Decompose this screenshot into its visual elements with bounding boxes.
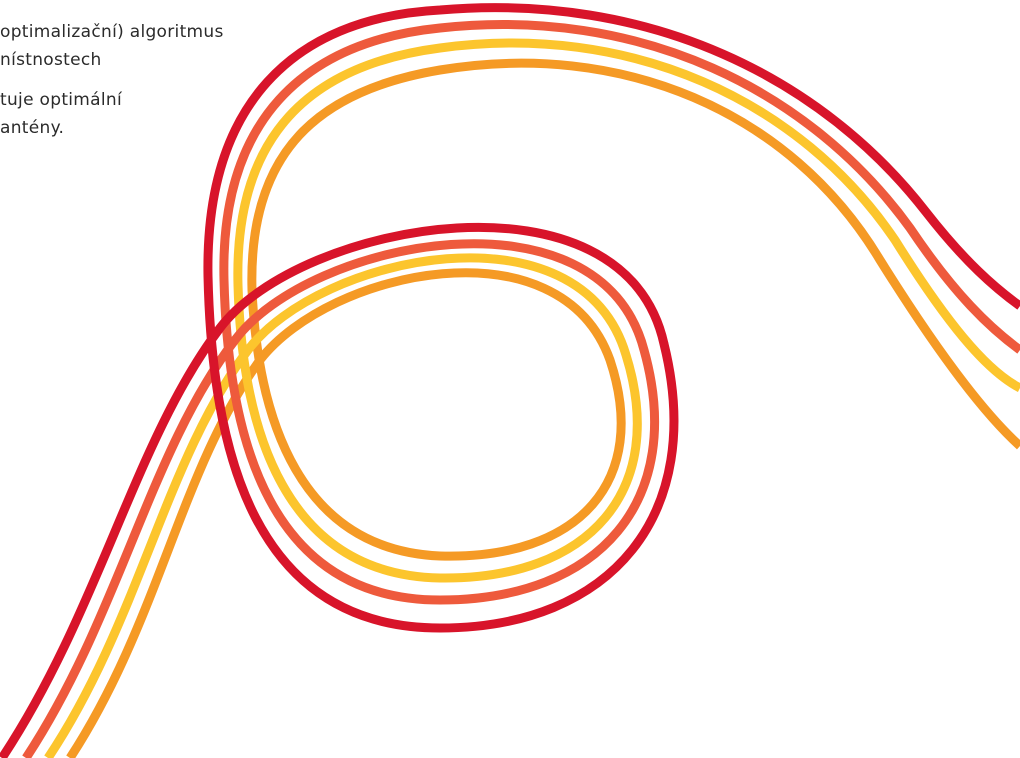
ribbon-third-line (44, 38, 1020, 758)
body-text-fragment: optimalizační) algoritmus nístnostech tu… (0, 18, 340, 142)
ribbon-outer-line (0, 3, 1020, 758)
paragraph-antenna: tuje optimální antény. (0, 86, 340, 142)
ribbon-second-line (22, 20, 1020, 758)
paragraph-antenna-line-1: tuje optimální (0, 90, 123, 110)
paragraph-algorithm: optimalizační) algoritmus nístnostech (0, 18, 340, 74)
paragraph-algorithm-line-1: optimalizační) algoritmus (0, 22, 224, 42)
ribbon-inner-line (66, 58, 1020, 758)
paragraph-antenna-line-2: antény. (0, 118, 65, 138)
paragraph-algorithm-line-2: nístnostech (0, 50, 102, 70)
